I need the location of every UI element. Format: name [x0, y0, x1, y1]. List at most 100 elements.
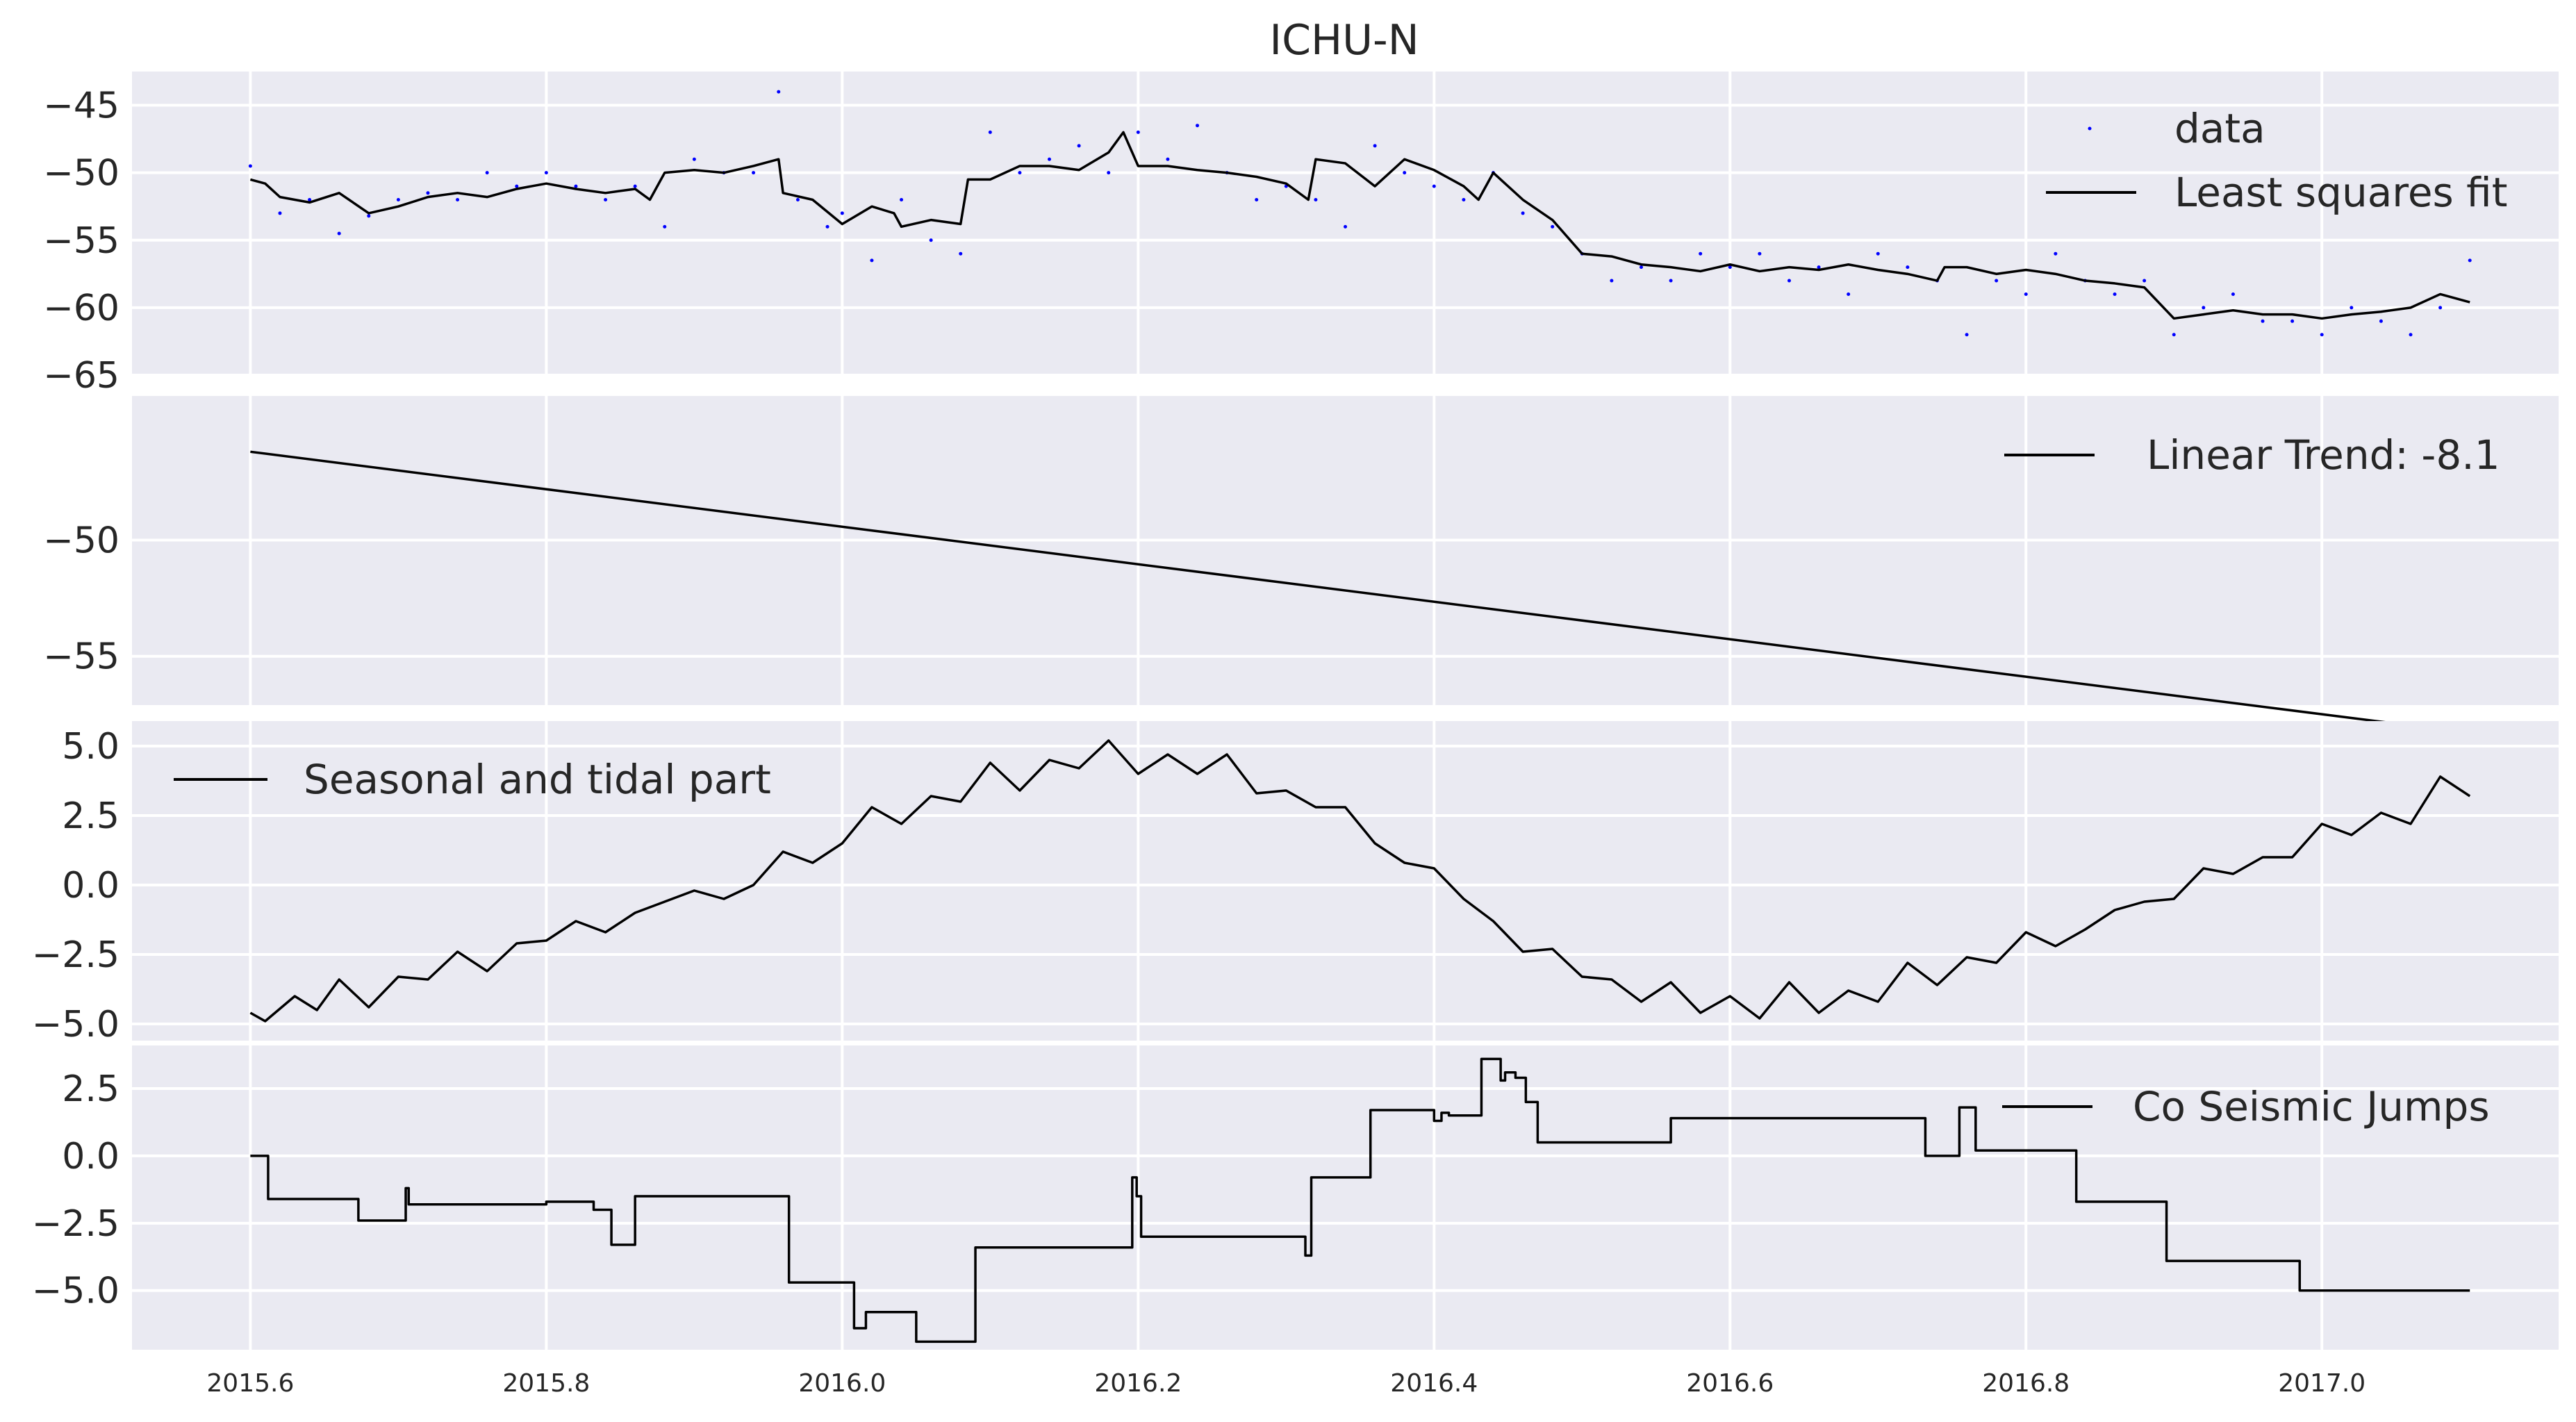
- data-point: [2202, 306, 2206, 310]
- legend: data Least squares fit: [2046, 105, 2507, 216]
- data-point: [604, 198, 608, 202]
- data-point: [1995, 279, 1999, 283]
- y-tick-label: −50: [43, 153, 119, 195]
- data-point: [988, 130, 992, 134]
- data-point: [456, 198, 460, 202]
- legend-label-seasonal-tidal: Seasonal and tidal part: [304, 756, 771, 803]
- series-line-co-seismic-jumps: [250, 1057, 2470, 1344]
- data-point: [692, 157, 696, 161]
- legend-label-least-squares-fit: Least squares fit: [2174, 169, 2507, 216]
- data-point: [2261, 319, 2265, 323]
- legend: Linear Trend: -8.1: [2004, 431, 2500, 479]
- data-point: [840, 211, 844, 215]
- legend: Co Seismic Jumps: [2002, 1083, 2490, 1130]
- data-point: [2054, 251, 2058, 256]
- y-tick-label: −2.5: [32, 934, 119, 976]
- data-point: [663, 224, 667, 229]
- data-point: [900, 198, 904, 202]
- data-point: [2113, 292, 2117, 296]
- y-tick-label: 0.0: [62, 1136, 119, 1177]
- data-point: [2290, 319, 2295, 323]
- x-tick-label: 2016.2: [1094, 1369, 1182, 1398]
- data-point: [777, 90, 781, 94]
- data-point: [1048, 157, 1052, 161]
- data-point: [1255, 198, 1259, 202]
- y-tick-label: 2.5: [62, 795, 119, 837]
- data-point: [1521, 211, 1525, 215]
- data-point: [1639, 265, 1643, 270]
- panel-least-squares: −45 −50 −55 −60 −65 data Least squares fit: [43, 72, 2559, 397]
- x-tick-label: 2016.8: [1982, 1369, 2070, 1398]
- x-tick-label: 2016.4: [1390, 1369, 1478, 1398]
- data-point: [544, 171, 548, 175]
- x-tick-label: 2016.6: [1686, 1369, 1774, 1398]
- data-point: [2172, 333, 2176, 337]
- series-line-linear-trend-8-1: [250, 450, 2470, 734]
- data-point: [2142, 279, 2147, 283]
- data-point: [426, 191, 430, 195]
- data-point: [1699, 251, 1703, 256]
- panel-background: [132, 72, 2559, 375]
- data-point: [1669, 279, 1673, 283]
- panel-background: [132, 1045, 2559, 1350]
- data-point: [485, 171, 489, 175]
- data-point: [278, 211, 282, 215]
- data-point: [1196, 124, 1200, 128]
- y-tick-label: −45: [43, 85, 119, 127]
- panel-background: [132, 396, 2559, 705]
- data-point: [1462, 198, 1466, 202]
- data-point: [959, 251, 963, 256]
- y-tick-label: 5.0: [62, 726, 119, 768]
- legend-label-linear-trend: Linear Trend: -8.1: [2147, 431, 2500, 479]
- data-point: [2231, 292, 2235, 296]
- data-point: [2024, 292, 2028, 296]
- data-point: [1136, 130, 1140, 134]
- data-point: [248, 164, 252, 168]
- legend-label-data: data: [2174, 105, 2265, 152]
- y-tick-label: −65: [43, 355, 119, 397]
- data-point: [308, 198, 312, 202]
- x-tick-label: 2016.0: [798, 1369, 886, 1398]
- data-point: [1166, 157, 1170, 161]
- data-point: [1077, 144, 1081, 148]
- y-tick-label: −5.0: [32, 1271, 119, 1312]
- data-point: [2438, 306, 2443, 310]
- y-tick-label: 2.5: [62, 1068, 119, 1110]
- y-tick-label: −55: [43, 220, 119, 262]
- data-point: [1728, 265, 1732, 270]
- y-tick-label: −50: [43, 520, 119, 561]
- series-line-seasonal-and-tidal-part: [249, 739, 2471, 1023]
- data-point: [1018, 171, 1022, 175]
- panel-background: [132, 721, 2559, 1041]
- data-point: [1906, 265, 1910, 270]
- legend: Seasonal and tidal part: [174, 756, 771, 803]
- x-tick-label: 2015.8: [502, 1369, 590, 1398]
- data-point: [337, 231, 341, 235]
- data-point: [870, 258, 874, 263]
- data-point: [929, 238, 933, 242]
- data-point: [1610, 279, 1614, 283]
- y-tick-label: −2.5: [32, 1203, 119, 1245]
- data-point: [2468, 258, 2472, 263]
- panel-co-seismic-jumps: 2.5 0.0 −2.5 −5.0 2015.6 2015.8 2016.0 2016.2 20…: [32, 1045, 2559, 1398]
- data-point: [1551, 224, 1555, 229]
- y-tick-label: 0.0: [62, 865, 119, 907]
- data-point: [1965, 333, 1969, 337]
- panel-seasonal-tidal: 5.0 2.5 0.0 −2.5 −5.0 Seasonal and tidal par…: [32, 721, 2559, 1045]
- data-point: [1787, 279, 1791, 283]
- data-point: [2409, 333, 2413, 337]
- data-point: [2350, 306, 2354, 310]
- data-point: [1847, 292, 1851, 296]
- data-point: [1876, 251, 1880, 256]
- figure-title: ICHU-N: [1269, 16, 1419, 65]
- legend-data-marker: [2088, 126, 2092, 131]
- data-point: [2320, 333, 2324, 337]
- data-point: [1758, 251, 1762, 256]
- x-tick-label: 2017.0: [2278, 1369, 2366, 1398]
- data-point: [515, 184, 519, 188]
- series-line-least-squares-fit: [249, 131, 2470, 320]
- data-point: [1344, 224, 1347, 229]
- panel-linear-trend: −50 −55 Linear Trend: -8.1: [43, 396, 2559, 734]
- data-point: [752, 171, 756, 175]
